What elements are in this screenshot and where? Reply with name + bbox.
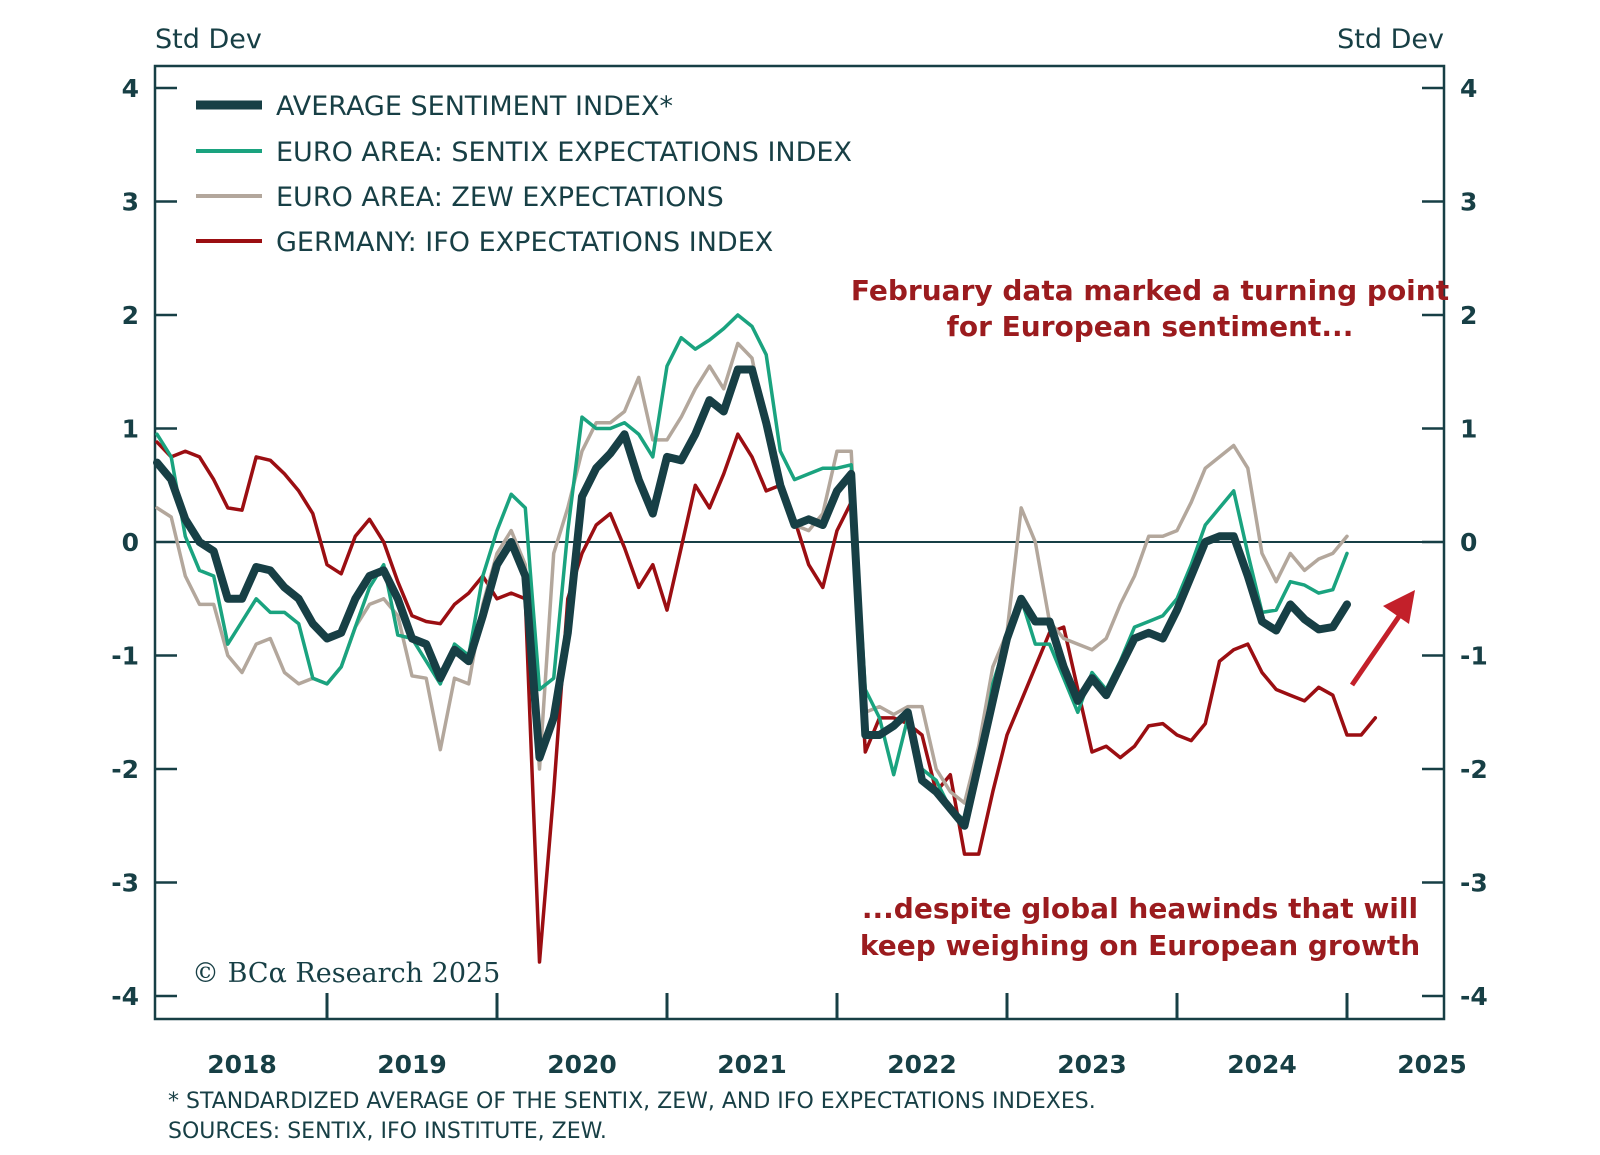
x-tick-label: 2020 (547, 1050, 617, 1079)
legend-label-zew: EURO AREA: ZEW EXPECTATIONS (276, 182, 724, 213)
y-axis-title-right: Std Dev (1337, 24, 1444, 55)
annotation-bottom-line2: keep weighing on European growth (860, 929, 1420, 962)
y-tick-label-right: -4 (1460, 982, 1488, 1011)
annotation-top-line2: for European sentiment... (947, 310, 1354, 343)
y-tick-label-right: -3 (1460, 869, 1488, 898)
annotation-bottom-line1: ...despite global heawinds that will (862, 892, 1418, 925)
y-tick-label-right: 0 (1460, 528, 1477, 557)
legend-label-average: AVERAGE SENTIMENT INDEX* (276, 91, 673, 122)
copyright: © BCα Research 2025 (192, 958, 500, 989)
x-tick-label: 2025 (1397, 1050, 1467, 1079)
arrow-head (1383, 590, 1415, 624)
y-tick-label-left: -1 (111, 642, 139, 671)
y-tick-label-left: 4 (122, 74, 139, 103)
x-tick-label: 2023 (1057, 1050, 1127, 1079)
y-tick-label-left: 0 (122, 528, 139, 557)
legend: AVERAGE SENTIMENT INDEX* EURO AREA: SENT… (196, 91, 852, 258)
x-ticks: 2018 2019 2020 2021 2022 2023 2024 2025 (207, 993, 1467, 1079)
series-sentix (155, 313, 1349, 822)
x-tick-label: 2018 (207, 1050, 277, 1079)
y-tick-label-left: 3 (122, 188, 139, 217)
legend-label-sentix: EURO AREA: SENTIX EXPECTATIONS INDEX (276, 137, 852, 168)
y-tick-label-left: -3 (111, 869, 139, 898)
y-tick-label-right: 2 (1460, 301, 1477, 330)
x-tick-label: 2019 (377, 1050, 447, 1079)
footnote-line1: * STANDARDIZED AVERAGE OF THE SENTIX, ZE… (168, 1089, 1096, 1114)
y-ticks-right: 4 3 2 1 0 -1 -2 -3 -4 (1422, 74, 1488, 1011)
y-tick-label-right: -2 (1460, 755, 1488, 784)
y-tick-label-right: 1 (1460, 415, 1477, 444)
trend-arrow-icon (1349, 590, 1415, 687)
y-tick-label-right: -1 (1460, 642, 1488, 671)
x-tick-label: 2021 (717, 1050, 787, 1079)
y-tick-label-left: 2 (122, 301, 139, 330)
series-average-sentiment (153, 365, 1351, 830)
arrow-shaft (1349, 610, 1405, 687)
y-tick-label-right: 4 (1460, 74, 1477, 103)
y-tick-label-left: -2 (111, 755, 139, 784)
y-tick-label-right: 3 (1460, 188, 1477, 217)
legend-label-ifo: GERMANY: IFO EXPECTATIONS INDEX (276, 227, 773, 258)
y-tick-label-left: 1 (122, 415, 139, 444)
x-tick-label: 2024 (1227, 1050, 1297, 1079)
footnote-line2: SOURCES: SENTIX, IFO INSTITUTE, ZEW. (168, 1119, 607, 1144)
series-layer (153, 313, 1378, 964)
x-tick-label: 2022 (887, 1050, 957, 1079)
annotation-top-line1: February data marked a turning point (851, 274, 1449, 307)
series-ifo (155, 432, 1378, 964)
y-tick-label-left: -4 (111, 982, 139, 1011)
y-axis-title-left: Std Dev (155, 24, 262, 55)
series-zew (155, 341, 1349, 805)
